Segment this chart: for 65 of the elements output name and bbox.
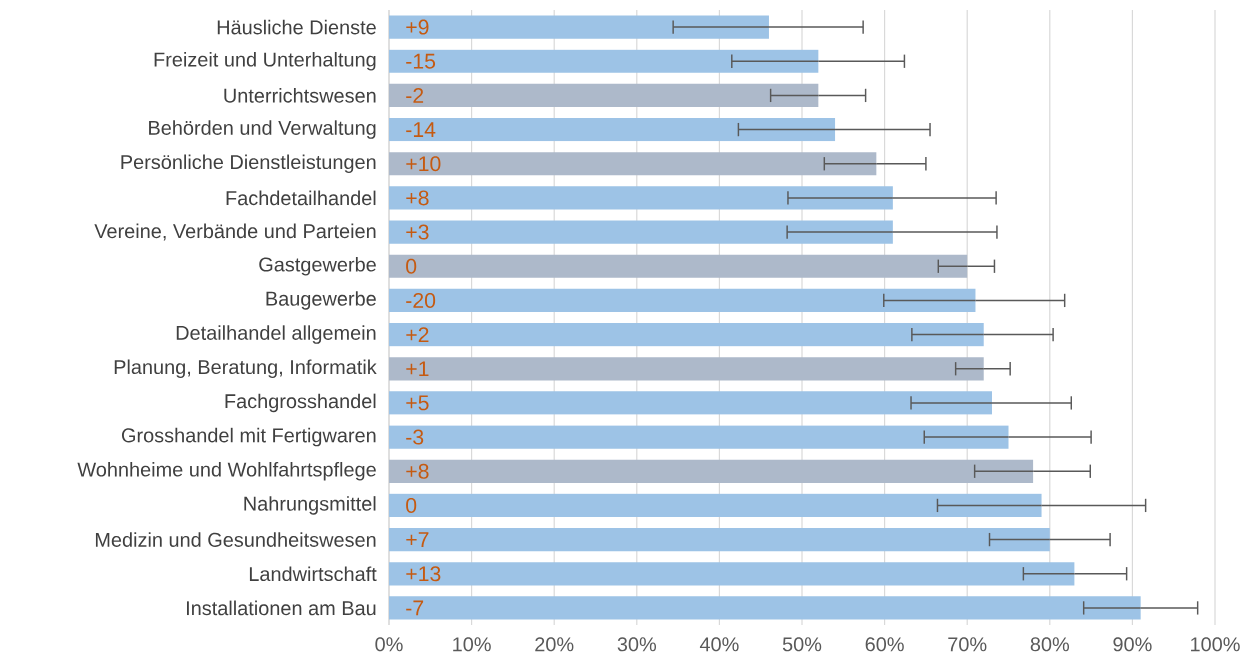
annotation: -14 xyxy=(406,122,436,137)
y-tick-label: Vereine, Verbände und Parteien xyxy=(94,223,376,241)
x-tick-label: 100% xyxy=(1191,637,1240,652)
bar xyxy=(389,117,836,142)
bar xyxy=(389,425,1009,449)
annotation: +10 xyxy=(406,156,441,172)
annotation: -20 xyxy=(406,292,436,308)
bar xyxy=(389,152,877,176)
y-tick-label: Wohnheime und Wohlfahrtspflege xyxy=(77,461,376,481)
y-tick-label: Landwirtschaft xyxy=(249,566,377,582)
bar xyxy=(389,15,769,39)
annotation: +2 xyxy=(406,327,429,343)
y-tick-label: Medizin und Gesundheitswesen xyxy=(95,532,376,547)
x-tick-label: 30% xyxy=(617,637,657,652)
y-tick-label: Installationen am Bau xyxy=(186,600,376,616)
y-tick-label: Unterrichtswesen xyxy=(224,88,376,103)
annotation: -2 xyxy=(406,88,424,103)
x-tick-label: 70% xyxy=(948,637,987,652)
bar xyxy=(389,459,1034,483)
annotation: +7 xyxy=(406,532,429,547)
annotation: +1 xyxy=(406,361,429,377)
annotation: 0 xyxy=(406,497,417,513)
bar xyxy=(389,562,1075,586)
y-tick-label: Fachgrosshandel xyxy=(225,393,376,413)
bar xyxy=(389,322,984,347)
x-tick-label: 90% xyxy=(1113,637,1152,652)
annotation: -15 xyxy=(406,53,436,69)
annotation: +5 xyxy=(406,395,429,411)
bar xyxy=(389,254,968,278)
annotation: +3 xyxy=(406,224,429,240)
bar xyxy=(389,596,1141,620)
annotation: 0 xyxy=(406,258,417,274)
x-tick-label: 40% xyxy=(699,637,739,652)
bar xyxy=(389,391,992,415)
bar xyxy=(389,49,819,73)
annotation: +8 xyxy=(406,463,429,479)
annotation: -7 xyxy=(406,600,424,616)
bar xyxy=(389,493,1042,518)
x-tick-label: 10% xyxy=(453,637,491,652)
y-tick-label: Fachdetailhandel xyxy=(226,190,376,206)
bar xyxy=(389,83,819,108)
bar xyxy=(389,357,984,381)
y-tick-label: Planung, Beratung, Informatik xyxy=(114,359,377,379)
y-tick-label: Baugewerbe xyxy=(266,291,376,310)
y-tick-label: Grosshandel mit Fertigwaren xyxy=(121,427,376,447)
y-tick-label: Gastgewerbe xyxy=(259,256,376,276)
x-tick-label: 60% xyxy=(865,637,904,652)
bar xyxy=(389,288,976,313)
y-tick-label: Persönliche Dienstleistungen xyxy=(121,154,376,174)
y-tick-label: Behörden und Verwaltung xyxy=(149,120,376,139)
annotation: +13 xyxy=(406,566,441,582)
y-tick-label: Freizeit und Unterhaltung xyxy=(154,51,376,71)
annotation: +9 xyxy=(406,19,429,35)
y-tick-label: Nahrungsmittel xyxy=(244,496,376,515)
y-tick-label: Detailhandel allgemein xyxy=(176,325,376,344)
bar xyxy=(389,186,893,210)
bar xyxy=(389,220,893,244)
x-tick-label: 50% xyxy=(782,637,822,652)
bar xyxy=(389,527,1050,552)
x-tick-label: 80% xyxy=(1030,637,1070,652)
annotation: -3 xyxy=(406,429,424,445)
x-tick-label: 20% xyxy=(535,637,574,652)
y-tick-label: Häusliche Dienste xyxy=(217,19,376,35)
annotation: +8 xyxy=(406,190,429,206)
x-tick-label: 0% xyxy=(375,637,403,652)
